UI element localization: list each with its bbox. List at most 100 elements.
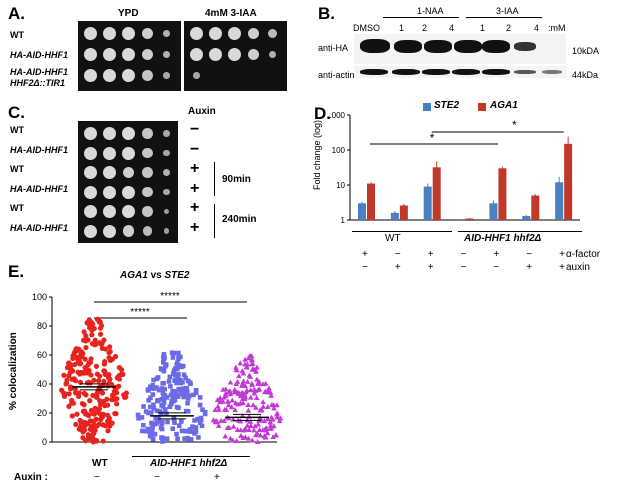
panel-b-row-actin: anti-actin — [318, 70, 355, 80]
chart-d-bar — [531, 195, 540, 220]
chart-e-point — [184, 386, 190, 391]
plate-c-colony — [122, 146, 135, 160]
plate-a1-colony — [84, 27, 97, 40]
chart-e-point — [181, 372, 187, 378]
chart-e-point — [182, 436, 187, 441]
chart-e-point — [112, 410, 118, 417]
chart-e-point — [187, 427, 193, 432]
chart-e-point — [146, 410, 151, 416]
chart-e-point — [268, 392, 274, 398]
plate-a2-colony — [247, 27, 260, 40]
chart-e-auxin-label: Auxin : — [14, 472, 48, 483]
chart-e-point — [146, 397, 151, 403]
chart-d-row2-sign: + — [394, 262, 401, 273]
chart-e-point — [151, 402, 156, 408]
chart-e-point — [240, 370, 247, 376]
chart-e-point — [175, 373, 181, 378]
panel-c-auxin-sign: + — [190, 160, 200, 177]
panel-c-240-bracket — [214, 204, 215, 238]
panel-b-group-iaa: 3-IAA — [496, 6, 519, 16]
chart-e-point — [245, 407, 252, 413]
chart-e-point — [181, 394, 186, 400]
chart-e-point — [239, 392, 246, 398]
chart-e-point — [240, 435, 246, 441]
chart-e-point — [141, 423, 146, 428]
chart-e-point — [107, 376, 113, 382]
chart-e-point — [222, 433, 229, 439]
chart-e-point — [202, 411, 208, 417]
chart-e-point — [114, 401, 120, 407]
chart-d-row2-sign: − — [493, 262, 500, 273]
ha-band-2 — [394, 40, 422, 53]
chart-e-point — [164, 436, 170, 442]
plate-c-colony — [122, 185, 135, 199]
chart-e-ytick-label: 20 — [37, 408, 47, 418]
chart-e-point — [217, 395, 223, 401]
panel-b-lane-4: 4 — [449, 23, 455, 33]
chart-e-point — [234, 378, 241, 384]
chart-e-point — [167, 374, 173, 380]
chart-e-point — [80, 429, 86, 435]
chart-e-point — [188, 437, 194, 442]
chart-e-auxin-mut1: − — [154, 472, 160, 483]
chart-e-point — [150, 392, 156, 397]
panel-a-col-iaa: 4mM 3-IAA — [205, 8, 257, 19]
plate-c-colony — [163, 228, 170, 234]
chart-e-point — [274, 410, 280, 416]
chart-e-point — [91, 430, 97, 436]
chart-e-point — [169, 350, 175, 355]
chart-e-point — [268, 414, 275, 420]
panel-a-plate-iaa — [184, 21, 287, 91]
chart-e-point — [80, 435, 86, 441]
chart-e-point — [196, 435, 201, 440]
chart-e-point — [162, 393, 168, 398]
chart-e-point — [232, 407, 238, 413]
chart-e-point — [246, 372, 253, 378]
plate-a2-colony — [209, 48, 222, 61]
chart-e-point — [175, 376, 181, 382]
chart-d-bar — [522, 216, 531, 220]
chart-e-point — [83, 392, 89, 398]
chart-e-point — [156, 415, 161, 420]
panel-b-lane-2: 2 — [422, 23, 428, 33]
chart-e-ytick-label: 40 — [37, 379, 47, 389]
chart-d-xlabel-mut: AID-HHF1 hhf2Δ — [464, 233, 542, 244]
chart-d-row2-label: auxin — [566, 262, 590, 273]
chart-e-point — [185, 389, 190, 395]
panel-c-auxin-sign: + — [190, 199, 200, 216]
chart-e-point — [193, 390, 199, 396]
panel-c-row-label: HA-AID-HHF1 — [10, 183, 68, 194]
chart-e-point — [180, 386, 186, 392]
chart-e-point — [89, 332, 95, 338]
chart-e-point — [256, 386, 263, 392]
chart-d-row2-sign: − — [362, 262, 368, 273]
chart-e-point — [107, 344, 113, 350]
plate-c-colony — [122, 166, 135, 179]
chart-e-point — [260, 399, 266, 405]
chart-e-point — [149, 420, 154, 426]
chart-e-point — [85, 412, 91, 418]
chart-e-point — [234, 426, 241, 432]
chart-e-point — [78, 351, 84, 357]
plate-a1-colony — [103, 27, 116, 40]
panel-c-auxin-sign: + — [190, 179, 200, 197]
chart-d-row2-sign: + — [427, 262, 434, 273]
chart-e-point — [178, 391, 183, 397]
chart-e-point — [72, 390, 79, 396]
chart-e-point — [159, 366, 164, 372]
chart-e-point — [245, 401, 251, 407]
plate-a1-colony — [84, 69, 97, 82]
chart-e-point — [170, 426, 176, 431]
chart-d-bar — [358, 203, 366, 220]
plate-a1-colony — [142, 70, 153, 81]
plate-c-colony — [163, 208, 170, 215]
chart-e-point — [107, 420, 113, 426]
chart-e-point — [218, 417, 225, 423]
chart-d-row1-label: α-factor — [566, 249, 601, 260]
chart-e-point — [91, 325, 97, 332]
chart-e-point — [212, 406, 218, 412]
chart-e-point — [254, 430, 260, 436]
chart-e-point — [185, 435, 190, 441]
chart-e-point — [87, 380, 93, 386]
